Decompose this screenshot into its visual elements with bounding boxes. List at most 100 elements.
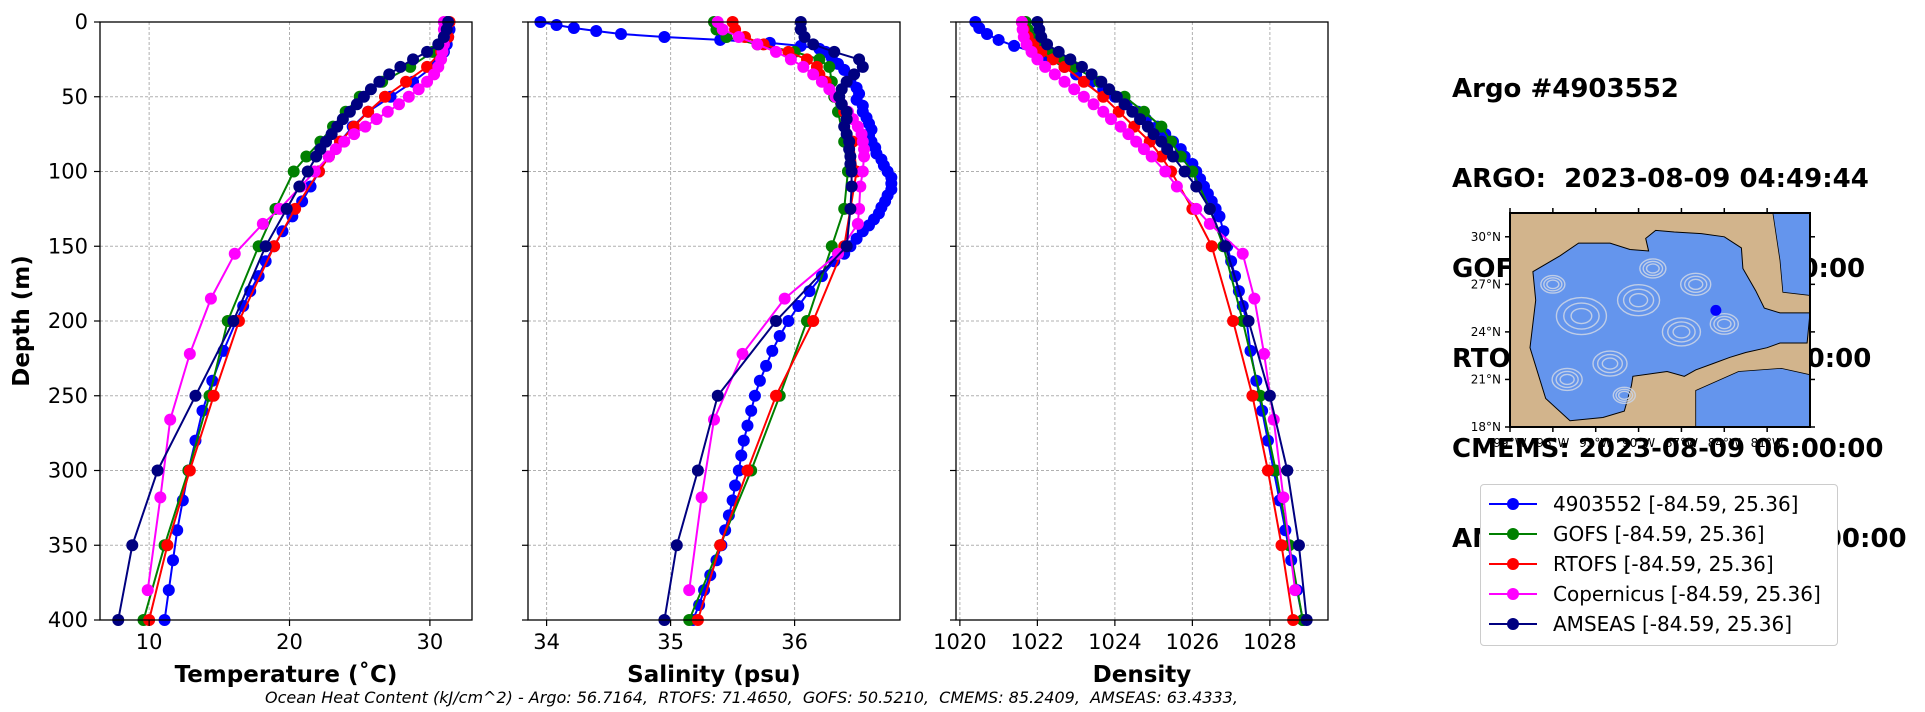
data-point [1031,53,1044,66]
data-point [164,413,177,426]
panel-0: 0 50 100 150 200 250 300 350 400 10 20 30 Temperatur… [9,10,473,688]
data-point [154,491,167,504]
data-point [383,68,396,81]
data-point [807,38,820,51]
x-axis-label: Temperature (˚C) [175,661,398,688]
data-point [695,491,708,504]
data-point [766,344,779,357]
data-point [823,60,836,73]
data-point [590,24,603,37]
data-point [735,449,748,462]
data-point [1075,60,1088,73]
data-point [856,60,869,73]
data-point [432,38,445,51]
x-tick-label: 30 [417,630,444,654]
data-point [348,128,361,141]
data-point [851,217,864,230]
data-point [1159,165,1172,178]
data-point [1170,180,1183,193]
x-tick-label: 1028 [1243,630,1296,654]
data-point [1203,202,1216,215]
legend: 4903552 [-84.59, 25.36] GOFS [-84.59, 25… [1480,484,1838,646]
data-point [183,347,196,360]
legend-swatch [1489,617,1537,631]
data-point [807,68,820,81]
data-point [840,240,853,253]
y-tick-label: 400 [48,608,88,632]
streamline [1628,292,1649,308]
streamline [1709,313,1739,335]
legend-label: GOFS [-84.59, 25.36] [1553,522,1765,546]
data-point [1155,120,1168,133]
data-point [1256,404,1269,417]
data-point [293,180,306,193]
streamline [1559,373,1575,386]
data-point [428,68,441,81]
x-tick-label: 1026 [1166,630,1219,654]
lon-label: 93°W [1579,436,1612,450]
y-tick-label: 300 [48,459,88,483]
data-point [1213,210,1226,223]
legend-item: RTOFS [-84.59, 25.36] [1489,549,1774,579]
data-point [691,464,704,477]
data-point [1145,150,1158,163]
map-frame [1509,212,1811,428]
data-point [381,105,394,118]
x-tick-label: 1024 [1088,630,1141,654]
data-point [1190,202,1203,215]
data-point [256,217,269,230]
data-point [1130,135,1143,148]
data-point [407,53,420,66]
streamline [1661,317,1702,347]
data-point [1219,240,1232,253]
legend-label: RTOFS [-84.59, 25.36] [1553,552,1774,576]
data-point [162,584,175,597]
streamline [1667,321,1696,343]
data-point [421,75,434,88]
data-point [797,60,810,73]
data-point [1167,150,1179,163]
data-point [1118,98,1131,111]
series-line [148,21,451,621]
data-point [1039,60,1052,73]
lat-label: 27°N [1471,277,1501,291]
data-point [683,584,696,597]
lat-label: 21°N [1471,372,1501,386]
data-point [402,90,415,103]
data-point [287,165,300,178]
legend-item: GOFS [-84.59, 25.36] [1489,519,1765,549]
data-point [343,105,356,118]
data-point [204,292,217,305]
streamline [1617,390,1631,400]
data-point [1258,347,1271,360]
legend-item: Copernicus [-84.59, 25.36] [1489,579,1821,609]
ohc-footer: Ocean Heat Content (kJ/cm^2) - Argo: 56.… [265,688,1238,707]
data-point [1064,53,1077,66]
data-point [1292,539,1305,552]
data-point [207,389,220,402]
data-point [151,464,164,477]
data-point [421,45,434,58]
lat-label: 30°N [1471,230,1501,244]
data-point [1095,75,1108,88]
data-point [753,374,766,387]
data-point [854,180,867,193]
data-point [1077,90,1090,103]
legend-swatch [1489,527,1537,541]
panel-1: 34 35 36 Salinity (psu) [522,16,901,688]
data-point [1110,90,1123,103]
data-point [1105,113,1117,126]
lon-label: 84°W [1708,436,1741,450]
data-point [166,554,179,567]
data-point [729,479,742,492]
data-point [1058,75,1071,88]
data-point [741,419,754,432]
data-point [400,75,413,88]
data-point [1277,491,1290,504]
data-point [792,300,805,313]
legend-swatch [1489,587,1537,601]
streamline [1563,302,1600,330]
streamline [1716,318,1732,330]
x-axis-label: Density [1093,662,1192,688]
data-point [189,389,202,402]
